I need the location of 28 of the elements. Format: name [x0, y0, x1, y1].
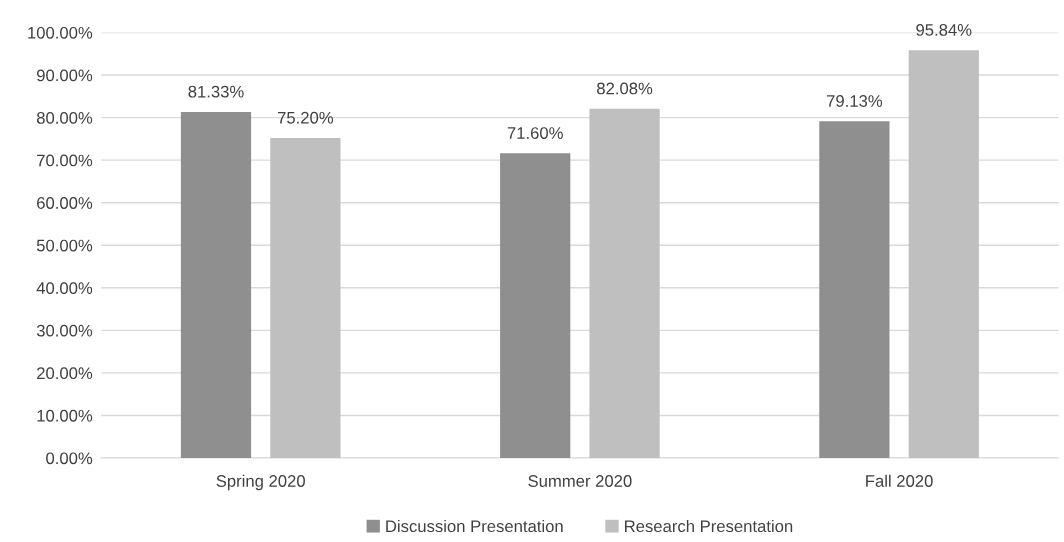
data-label: 95.84% [916, 24, 972, 36]
bar [500, 153, 571, 458]
bar [819, 121, 890, 458]
y-tick-label: 90.00% [37, 69, 93, 82]
bar [180, 111, 252, 458]
y-tick-label: 60.00% [37, 197, 93, 209]
y-tick-label: 40.00% [36, 282, 93, 295]
x-tick-label: Fall 2020 [866, 474, 933, 487]
y-tick-label: 0.00% [46, 452, 93, 465]
bar [908, 50, 979, 458]
y-tick-label: 10.00% [37, 409, 93, 422]
y-tick-label: 20.00% [37, 367, 93, 380]
y-tick-label: 80.00% [36, 112, 93, 124]
data-label: 81.33% [188, 85, 244, 98]
x-tick-label: Spring 2020 [216, 474, 305, 491]
data-label: 75.20% [277, 111, 334, 124]
data-label: 82.08% [597, 82, 653, 95]
y-tick-label: 50.00% [36, 239, 93, 252]
x-tick-label: Summer 2020 [528, 475, 632, 487]
bar [270, 138, 341, 458]
legend-label: Research Presentation [625, 519, 793, 533]
y-tick-label: 70.00% [37, 154, 93, 167]
data-label: 79.13% [826, 95, 883, 107]
y-tick-label: 30.00% [36, 324, 93, 337]
y-tick-label: 100.00% [28, 26, 93, 39]
bar [589, 108, 660, 458]
legend-label: Discussion Presentation [386, 519, 563, 533]
data-label: 71.60% [507, 127, 563, 139]
